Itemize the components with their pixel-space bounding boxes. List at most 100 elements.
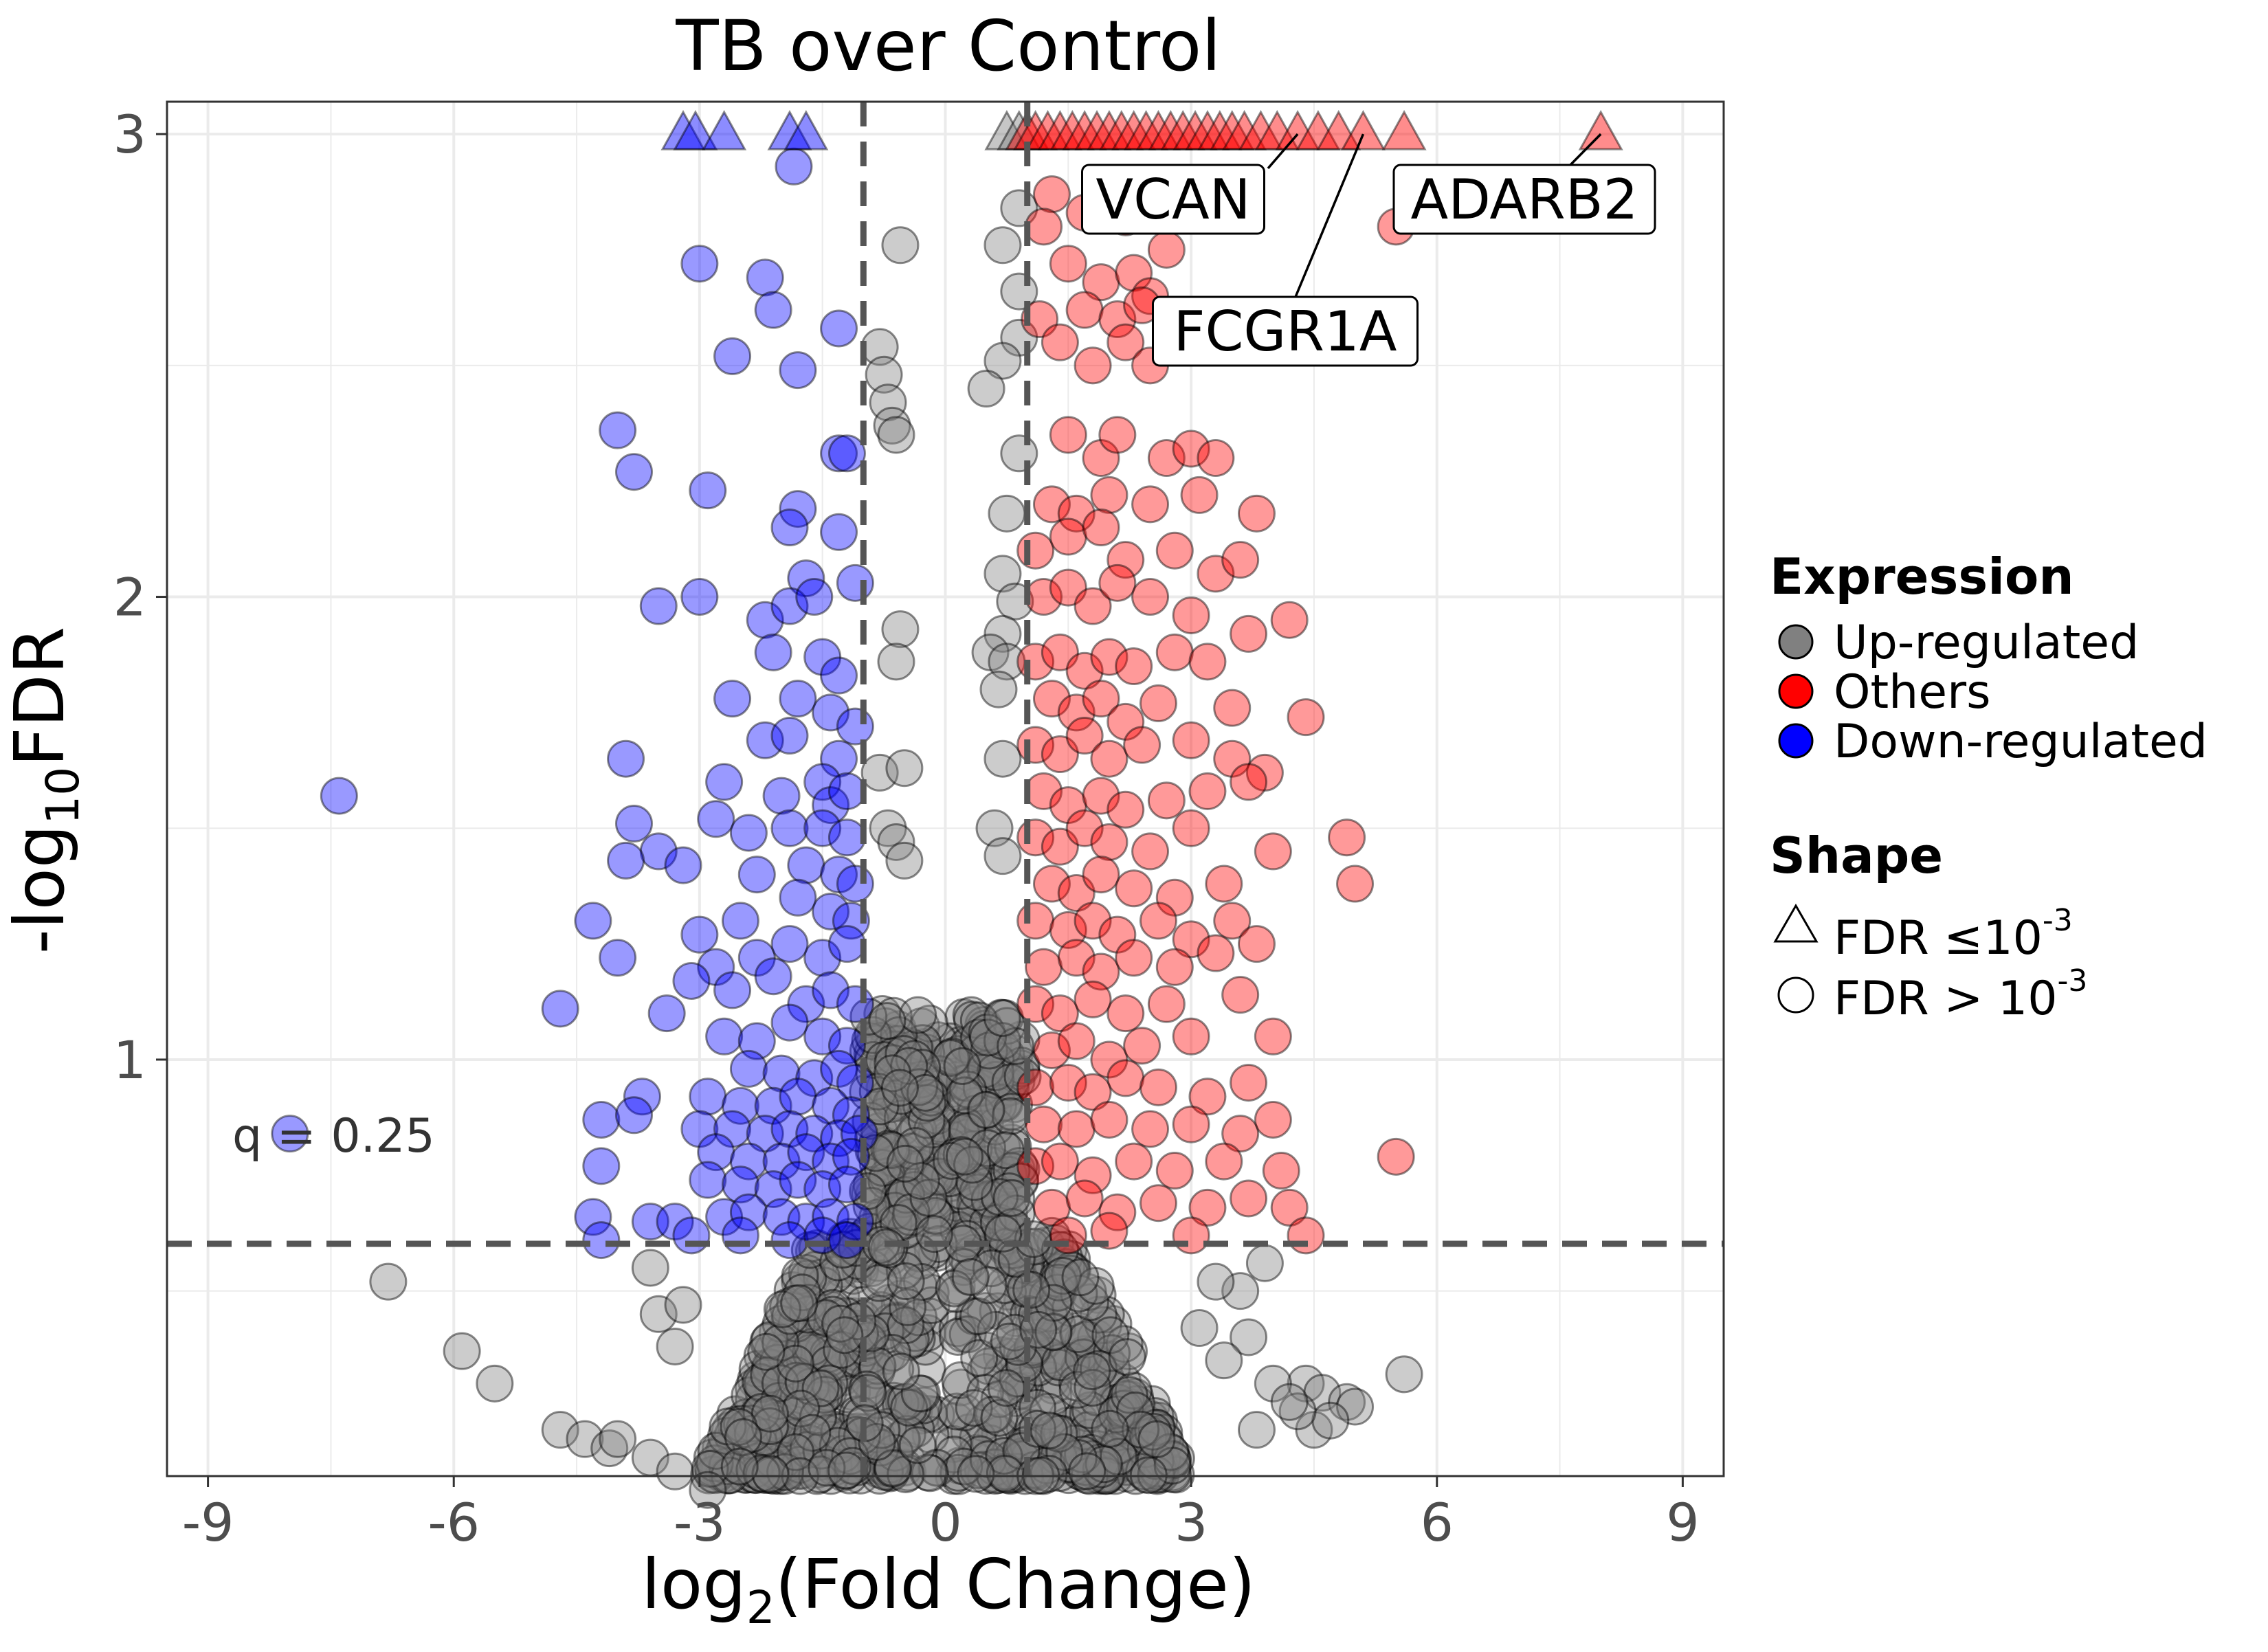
- point-ns: [885, 1035, 923, 1073]
- point-ns: [1074, 1369, 1112, 1407]
- point-down: [770, 1221, 809, 1260]
- point-down: [713, 680, 752, 718]
- point-down: [836, 563, 874, 602]
- point-ns: [823, 1330, 861, 1369]
- triangle-ns: [984, 110, 1030, 150]
- point-down: [812, 1086, 850, 1125]
- legend-title-expression: Expression: [1770, 548, 2074, 605]
- point-ns: [824, 1435, 863, 1473]
- point-up: [1213, 689, 1252, 727]
- point-ns: [874, 1054, 912, 1093]
- point-ns: [764, 1441, 802, 1480]
- point-ns: [1038, 1306, 1077, 1345]
- point-ns: [943, 1047, 981, 1085]
- point-up: [1098, 1193, 1137, 1231]
- point-ns: [996, 1034, 1034, 1073]
- point-up: [1115, 254, 1153, 292]
- point-up: [1155, 531, 1194, 570]
- point-ns: [816, 1255, 854, 1294]
- legend-key-circle-icon: [1777, 976, 1814, 1014]
- point-up: [1049, 1216, 1087, 1255]
- point-ns: [1146, 1422, 1185, 1461]
- x-tick-label: -6: [427, 1492, 480, 1553]
- point-down: [779, 490, 817, 528]
- point-ns: [1000, 434, 1038, 473]
- point-down: [787, 1133, 825, 1172]
- point-down: [779, 351, 817, 390]
- point-up: [1254, 832, 1292, 871]
- point-ns: [1143, 1440, 1181, 1479]
- point-ns: [885, 1383, 923, 1422]
- point-down: [812, 971, 850, 1009]
- point-ns: [957, 1192, 996, 1230]
- point-ns: [770, 1305, 808, 1343]
- point-ns: [955, 1389, 993, 1427]
- point-ns: [867, 1228, 906, 1266]
- point-ns: [1139, 1401, 1178, 1440]
- point-ns: [871, 1238, 910, 1276]
- point-ns: [895, 1040, 933, 1078]
- legend-key-up-regulated: [1778, 624, 1814, 660]
- point-ns: [369, 1262, 408, 1301]
- point-ns: [874, 1450, 912, 1488]
- point-ns: [868, 1002, 907, 1040]
- point-ns: [753, 1403, 791, 1442]
- point-up: [1082, 509, 1120, 547]
- point-ns: [960, 1339, 999, 1377]
- point-ns: [1069, 1394, 1107, 1433]
- point-ns: [798, 1451, 836, 1489]
- point-ns: [919, 1162, 957, 1201]
- triangle-up: [1087, 110, 1132, 150]
- point-ns: [1093, 1369, 1131, 1407]
- gene-label-box: [1081, 164, 1265, 235]
- point-ns: [770, 1369, 809, 1407]
- point-up: [1082, 777, 1120, 815]
- point-ns: [881, 226, 920, 265]
- point-ns: [788, 1253, 826, 1292]
- point-ns: [872, 1131, 911, 1170]
- point-down: [689, 1078, 727, 1116]
- point-ns: [1039, 1348, 1078, 1387]
- point-down: [729, 1142, 768, 1181]
- point-ns: [748, 1455, 786, 1494]
- point-ns: [808, 1414, 847, 1452]
- point-ns: [889, 1453, 927, 1492]
- point-ns: [1085, 1445, 1123, 1484]
- point-ns: [1109, 1409, 1148, 1447]
- point-up: [1155, 948, 1194, 986]
- point-ns: [1037, 1341, 1076, 1380]
- point-down: [827, 1165, 866, 1204]
- point-ns: [1036, 1296, 1074, 1335]
- point-ns: [1137, 1409, 1175, 1448]
- point-ns: [707, 1416, 746, 1455]
- point-ns: [771, 1410, 810, 1449]
- point-ns: [725, 1410, 764, 1449]
- point-ns: [1098, 1395, 1136, 1433]
- point-up: [1049, 568, 1087, 607]
- point-ns: [982, 1164, 1021, 1203]
- point-up: [1049, 416, 1087, 454]
- point-ns: [1070, 1418, 1109, 1457]
- point-ns: [1076, 1451, 1115, 1490]
- point-ns: [711, 1411, 749, 1449]
- point-ns: [944, 1315, 982, 1353]
- point-ns: [694, 1455, 733, 1494]
- point-ns: [858, 1351, 896, 1389]
- point-ns: [1138, 1449, 1177, 1488]
- point-ns: [755, 1345, 793, 1383]
- point-ns: [1049, 1230, 1088, 1269]
- point-ns: [1079, 1430, 1118, 1469]
- point-ns: [1110, 1376, 1148, 1414]
- point-ns: [1043, 1414, 1081, 1453]
- point-ns: [895, 1171, 933, 1209]
- point-down: [795, 578, 834, 616]
- point-down: [820, 656, 858, 695]
- point-ns: [872, 1030, 911, 1069]
- point-down: [607, 841, 645, 880]
- point-ns: [980, 1178, 1019, 1216]
- triangle-up: [1316, 110, 1361, 150]
- point-ns: [831, 1437, 869, 1475]
- point-ns: [890, 1388, 929, 1427]
- triangle-up: [1049, 110, 1095, 150]
- point-down: [574, 902, 612, 940]
